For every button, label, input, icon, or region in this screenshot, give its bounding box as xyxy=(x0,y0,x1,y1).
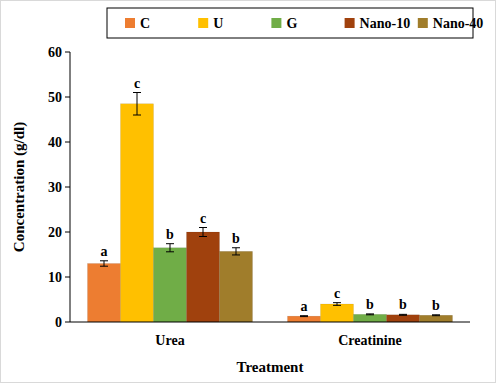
bar xyxy=(88,264,121,323)
error-bar xyxy=(399,314,407,316)
bar xyxy=(354,314,387,322)
bar xyxy=(321,304,354,322)
legend: C U G Nano-10 Nano-40 xyxy=(107,8,483,38)
bar xyxy=(387,315,420,322)
significance-letter: b xyxy=(432,298,440,313)
bar xyxy=(187,232,220,322)
y-tick-label: 50 xyxy=(48,90,62,105)
legend-label: C xyxy=(140,16,150,31)
legend-box xyxy=(107,8,473,38)
legend-label: G xyxy=(286,16,297,31)
significance-letter: c xyxy=(134,76,140,91)
bar xyxy=(121,104,154,322)
legend-swatch xyxy=(198,18,208,28)
y-tick-label: 20 xyxy=(48,225,62,240)
error-bar xyxy=(232,248,240,255)
legend-label: Nano-40 xyxy=(433,16,484,31)
chart: 0 10 20 30 40 50 60 a c b c b a c b b b Urea Creatinine Tre… xyxy=(0,0,496,383)
y-tick xyxy=(65,322,70,323)
legend-swatch xyxy=(125,18,135,28)
annotations: a c b c b a c b b b xyxy=(101,76,441,314)
legend-label: Nano-10 xyxy=(360,16,411,31)
x-tick-label: Creatinine xyxy=(338,333,402,348)
chart-border xyxy=(1,1,496,383)
error-bar xyxy=(133,93,141,116)
error-bar xyxy=(100,261,108,266)
y-tick xyxy=(65,142,70,143)
bars xyxy=(88,93,453,323)
legend-swatch xyxy=(271,18,281,28)
y-tick-label: 0 xyxy=(55,315,62,330)
bar xyxy=(288,316,321,322)
y-tick xyxy=(65,187,70,188)
y-tick xyxy=(65,277,70,278)
significance-letter: b xyxy=(232,231,240,246)
significance-letter: a xyxy=(101,244,108,259)
significance-letter: b xyxy=(366,297,374,312)
error-bar xyxy=(166,244,174,252)
y-tick xyxy=(65,97,70,98)
x-tick-label: Urea xyxy=(155,333,184,348)
y-tick-label: 40 xyxy=(48,135,62,150)
significance-letter: c xyxy=(200,211,206,226)
y-tick-label: 60 xyxy=(48,45,62,60)
bar xyxy=(420,315,453,322)
significance-letter: c xyxy=(334,286,340,301)
significance-letter: b xyxy=(399,297,407,312)
x-axis xyxy=(70,322,470,323)
significance-letter: a xyxy=(301,299,308,314)
y-tick xyxy=(65,52,70,53)
error-bar xyxy=(333,303,341,306)
legend-swatch xyxy=(418,18,428,28)
y-tick xyxy=(65,232,70,233)
error-bar xyxy=(300,315,308,317)
significance-letter: b xyxy=(166,227,174,242)
x-axis-label: Treatment xyxy=(237,359,304,375)
y-axis xyxy=(70,52,71,322)
error-bar xyxy=(432,314,440,316)
bar xyxy=(220,251,253,322)
y-tick-label: 30 xyxy=(48,180,62,195)
legend-label: U xyxy=(213,16,223,31)
y-tick-label: 10 xyxy=(48,270,62,285)
error-bar xyxy=(199,228,207,237)
bar xyxy=(154,248,187,322)
legend-swatch xyxy=(345,18,355,28)
y-axis-label: Concentration (g/dl) xyxy=(11,122,28,252)
error-bar xyxy=(366,313,374,315)
